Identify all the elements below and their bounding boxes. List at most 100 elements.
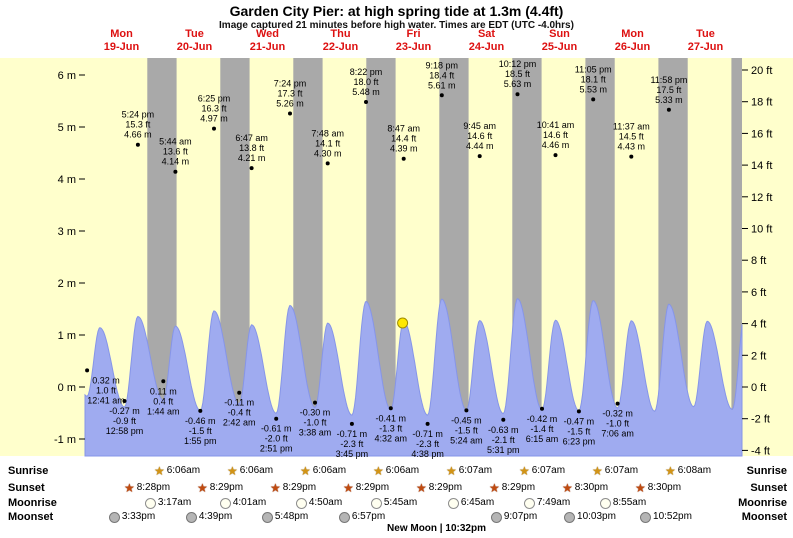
moonrise-label-right: Moonrise [738, 497, 787, 509]
moonset-time: 3:33pm [100, 510, 164, 524]
sunrise-row: Sunrise ★ 6:06am ★ 6:06am ★ 6:06am ★ 6:06am ★ 6:0… [0, 464, 793, 478]
sunrise-time-text: 6:06am [312, 465, 347, 476]
sunset-time-text: 8:29pm [501, 482, 536, 493]
sunrise-time-text: 6:06am [166, 465, 201, 476]
day-label-date: 24-Jun [469, 41, 505, 53]
y-axis-label-ft: 16 ft [751, 128, 772, 140]
low-tide-annotation: -0.46 m -1.5 ft 1:55 pm [184, 416, 217, 446]
sunrise-time-text: 6:07am [458, 465, 493, 476]
moonset-icon [640, 511, 652, 523]
low-tide-dot [122, 399, 127, 403]
day-label-date: 26-Jun [615, 41, 651, 53]
high-tide-dot [515, 92, 520, 97]
sunrise-time-text: 6:08am [677, 465, 712, 476]
moonrise-time: 4:50am [287, 496, 351, 510]
day-label-dow: Tue [185, 28, 204, 40]
tide-curve [84, 298, 743, 457]
moonset-time: 4:39pm [177, 510, 241, 524]
moonrise-time-text: 6:45am [460, 497, 495, 508]
high-tide-annotation: 9:18 pm 18.4 ft 5.61 m [426, 60, 459, 90]
high-tide-dot [325, 161, 330, 166]
low-tide-annotation: -0.32 m -1.0 ft 7:06 am [601, 409, 634, 439]
low-tide-annotation: -0.27 m -0.9 ft 12:58 pm [106, 406, 144, 436]
sunset-time: ★ 8:29pm [261, 481, 325, 495]
moonset-time-text: 9:07pm [503, 511, 538, 522]
moonset-icon [261, 511, 273, 523]
day-label-dow: Mon [110, 28, 133, 40]
sunset-time: ★ 8:30pm [626, 481, 690, 495]
sunset-time: ★ 8:29pm [188, 481, 252, 495]
moonrise-icon [447, 497, 459, 509]
sunrise-icon: ★ [299, 464, 311, 478]
y-axis-label-ft: 12 ft [751, 192, 772, 204]
high-tide-dot [249, 166, 254, 171]
sunrise-icon: ★ [591, 464, 603, 478]
high-tide-annotation: 10:41 am 14.6 ft 4.46 m [537, 120, 575, 150]
high-tide-dot [135, 142, 140, 147]
moonrise-time: 6:45am [439, 496, 503, 510]
sunset-time: ★ 8:29pm [334, 481, 398, 495]
sunrise-icon: ★ [445, 464, 457, 478]
high-tide-dot [666, 107, 671, 112]
low-tide-dot [576, 409, 581, 414]
high-tide-dot [591, 97, 596, 102]
y-axis-label-ft: -2 ft [751, 414, 770, 426]
low-tide-dot [85, 368, 90, 373]
moonset-time: 6:57pm [330, 510, 394, 524]
page-subtitle: Image captured 21 minutes before high wa… [219, 20, 574, 31]
low-tide-dot [198, 408, 203, 413]
low-tide-annotation: -0.45 m -1.5 ft 5:24 am [450, 415, 483, 445]
y-axis-label-ft: 0 ft [751, 382, 766, 394]
high-tide-annotation: 7:48 am 14.1 ft 4.30 m [311, 128, 344, 158]
sunset-icon: ★ [196, 481, 208, 495]
night-band [731, 58, 742, 456]
day-label-date: 20-Jun [177, 41, 213, 53]
moonrise-time-text: 3:17am [157, 497, 192, 508]
low-tide-annotation: -0.63 m -2.1 ft 5:31 pm [487, 425, 520, 455]
moonrise-icon [370, 497, 382, 509]
sunrise-label-right: Sunrise [746, 465, 787, 477]
high-tide-dot [288, 111, 292, 116]
low-tide-annotation: 0.32 m 1.0 ft 12:41 am [87, 375, 125, 405]
sunrise-items: ★ 6:06am ★ 6:06am ★ 6:06am ★ 6:06am ★ 6:07am ★ 6:07… [0, 464, 793, 478]
y-axis-label-ft: -4 ft [751, 445, 770, 457]
y-axis-label-m: 5 m [58, 122, 76, 134]
moonrise-time-text: 7:49am [536, 497, 571, 508]
sunset-time-text: 8:29pm [428, 482, 463, 493]
moonset-time-text: 5:48pm [274, 511, 309, 522]
moonset-time: 10:03pm [558, 510, 622, 524]
day-label-dow: Tue [696, 28, 715, 40]
high-tide-annotation: 11:37 am 14.5 ft 4.43 m [613, 122, 650, 152]
moonset-time: 5:48pm [253, 510, 317, 524]
high-tide-dot [439, 93, 444, 98]
moonrise-time-text: 8:55am [612, 497, 647, 508]
moonrise-icon [599, 497, 611, 509]
high-tide-dot [553, 153, 558, 158]
sunrise-time: ★ 6:06am [145, 464, 209, 478]
high-tide-annotation: 11:58 pm 17.5 ft 5.33 m [650, 75, 687, 105]
low-tide-annotation: -0.71 m -2.3 ft 4:38 pm [411, 429, 444, 459]
sunset-icon: ★ [488, 481, 500, 495]
low-tide-dot [540, 406, 544, 411]
low-tide-dot [501, 417, 506, 422]
low-tide-annotation: -0.47 m -1.5 ft 6:23 pm [563, 416, 596, 446]
low-tide-dot [349, 421, 354, 426]
day-label-dow: Fri [406, 28, 420, 40]
day-label-date: 22-Jun [323, 41, 359, 53]
high-tide-annotation: 8:22 pm 18.0 ft 5.48 m [350, 67, 383, 97]
day-label-dow: Sat [478, 28, 495, 40]
high-tide-annotation: 11:05 pm 18.1 ft 5.53 m [575, 64, 612, 94]
moonset-time: 9:07pm [482, 510, 546, 524]
moonset-icon [338, 511, 350, 523]
moonrise-time: 7:49am [515, 496, 579, 510]
y-axis-label-m: 4 m [58, 174, 76, 186]
sunset-time-text: 8:28pm [136, 482, 171, 493]
high-tide-annotation: 8:47 am 14.4 ft 4.39 m [387, 124, 420, 154]
sunrise-time: ★ 6:06am [364, 464, 428, 478]
sunrise-time-text: 6:07am [531, 465, 566, 476]
sunrise-time: ★ 6:06am [218, 464, 282, 478]
moonset-icon [490, 511, 502, 523]
day-label-dow: Wed [256, 28, 279, 40]
sunset-time: ★ 8:28pm [115, 481, 179, 495]
